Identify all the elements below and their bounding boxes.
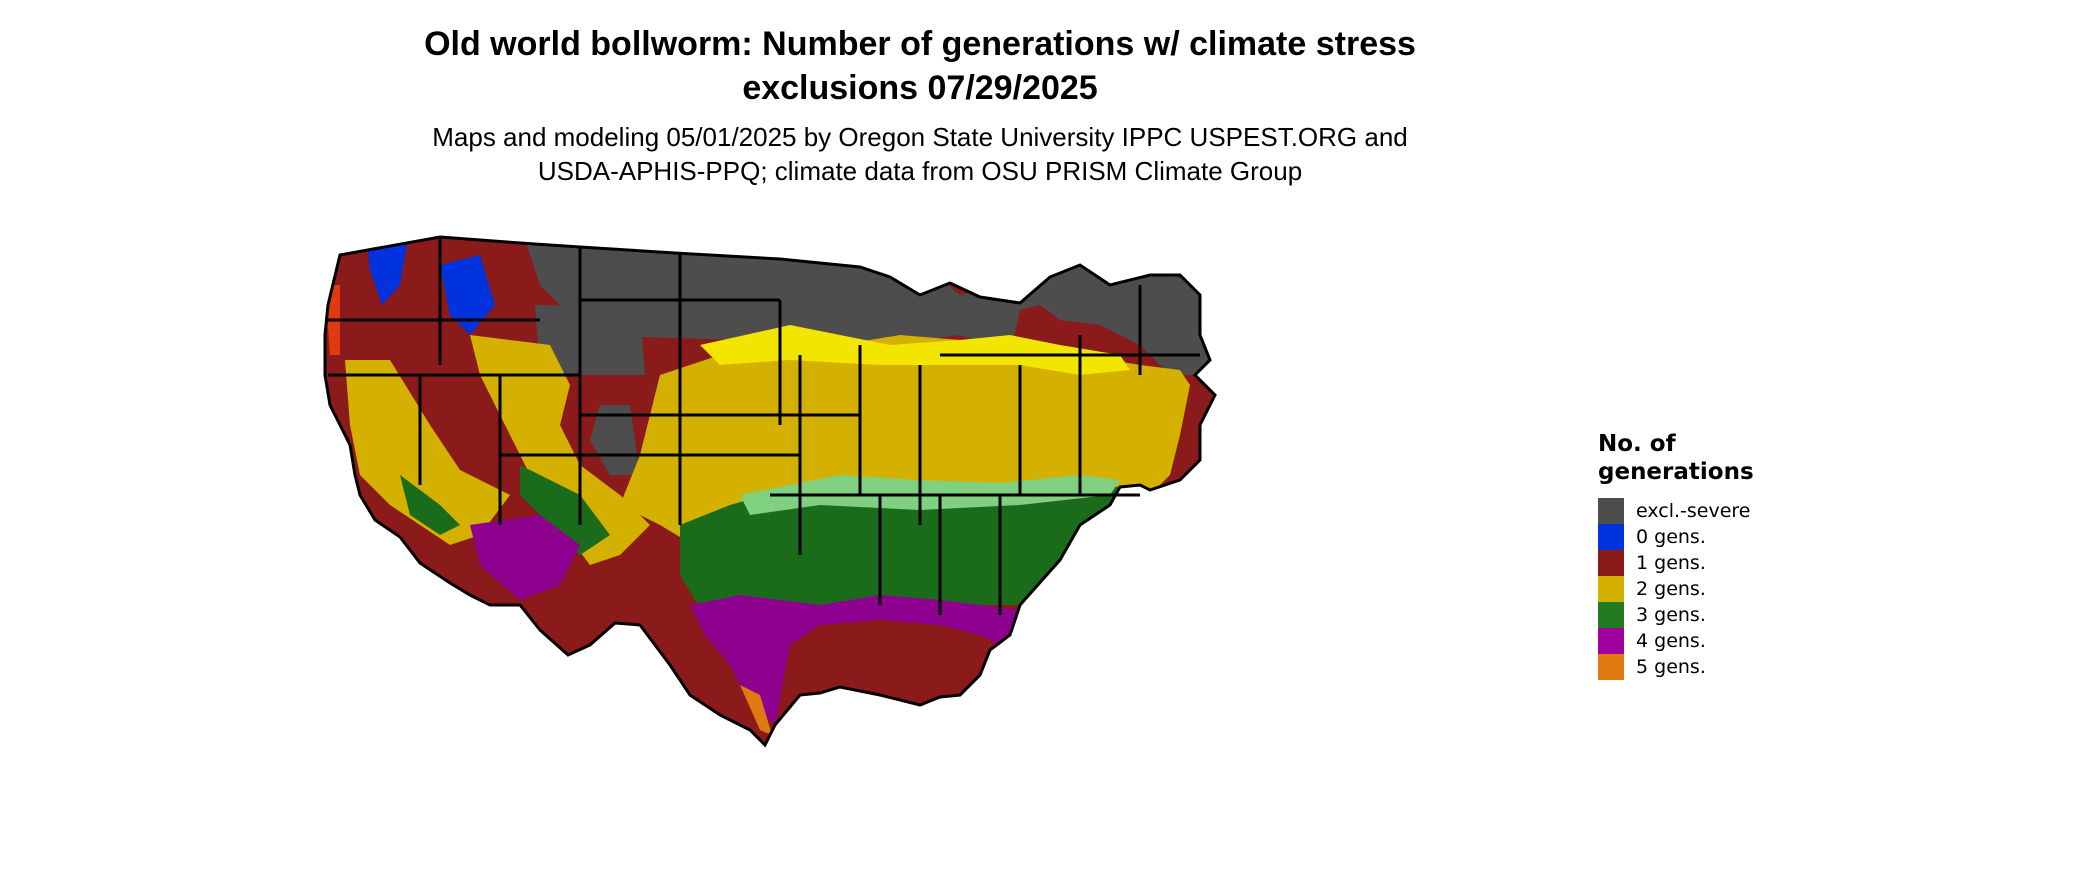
zone-2-gen-light [700, 325, 1130, 375]
legend-label: 2 gens. [1636, 578, 1706, 600]
legend-title-line2: generations [1598, 459, 1754, 485]
zone-0-gen-idaho [440, 255, 495, 335]
legend-label: 5 gens. [1636, 656, 1706, 678]
map-title-line2: exclusions 07/29/2025 [742, 69, 1098, 107]
zone-excluded-north [520, 237, 1215, 375]
us-outline [323, 235, 1217, 748]
zone-2-gen-california [345, 360, 510, 545]
legend: No. of generations excl.-severe 0 gens. 1 … [1598, 430, 1898, 680]
legend-item: 4 gens. [1598, 628, 1898, 654]
legend-label: 4 gens. [1636, 630, 1706, 652]
legend-swatch [1598, 602, 1624, 628]
legend-label: 1 gens. [1636, 552, 1706, 574]
legend-title: No. of generations [1598, 430, 1898, 486]
legend-swatch [1598, 498, 1624, 524]
legend-item: 3 gens. [1598, 602, 1898, 628]
state-borders [323, 235, 1217, 748]
legend-swatch [1598, 524, 1624, 550]
legend-item: 0 gens. [1598, 524, 1898, 550]
zone-excluded-colorado [590, 405, 640, 475]
legend-item: 2 gens. [1598, 576, 1898, 602]
legend-item: 5 gens. [1598, 654, 1898, 680]
legend-item: 1 gens. [1598, 550, 1898, 576]
legend-swatch [1598, 576, 1624, 602]
legend-item: excl.-severe [1598, 498, 1898, 524]
legend-swatch [1598, 654, 1624, 680]
legend-items: excl.-severe 0 gens. 1 gens. 2 gens. 3 gens.… [1598, 498, 1898, 680]
zone-5-gen-south-texas [740, 685, 772, 735]
legend-label: excl.-severe [1636, 500, 1751, 522]
map-subtitle: Maps and modeling 05/01/2025 by Oregon S… [300, 120, 1540, 188]
zone-5-gen-south-florida [1020, 665, 1050, 700]
map-subtitle-line2: USDA-APHIS-PPQ; climate data from OSU PR… [537, 156, 1303, 186]
legend-swatch [1598, 550, 1624, 576]
legend-swatch [1598, 628, 1624, 654]
zone-3-gen-california [400, 475, 460, 535]
map-fill-regions [325, 237, 1215, 745]
zone-2-gen-southwest [470, 335, 650, 565]
legend-label: 0 gens. [1636, 526, 1706, 548]
zone-4-gen-florida [1005, 620, 1060, 695]
zone-excluded-rockies [535, 305, 645, 375]
map-title: Old world bollworm: Number of generation… [300, 22, 1540, 110]
legend-label: 3 gens. [1636, 604, 1706, 626]
map-subtitle-line1: Maps and modeling 05/01/2025 by Oregon S… [432, 122, 1408, 152]
us-generations-map [323, 235, 1217, 748]
zone-4-gen-desert [470, 515, 580, 600]
map-title-line1: Old world bollworm: Number of generation… [424, 25, 1416, 63]
zone-4-gen-gulf [690, 595, 1060, 725]
legend-title-line1: No. of [1598, 431, 1676, 457]
zone-3-gen-arizona [520, 465, 610, 555]
